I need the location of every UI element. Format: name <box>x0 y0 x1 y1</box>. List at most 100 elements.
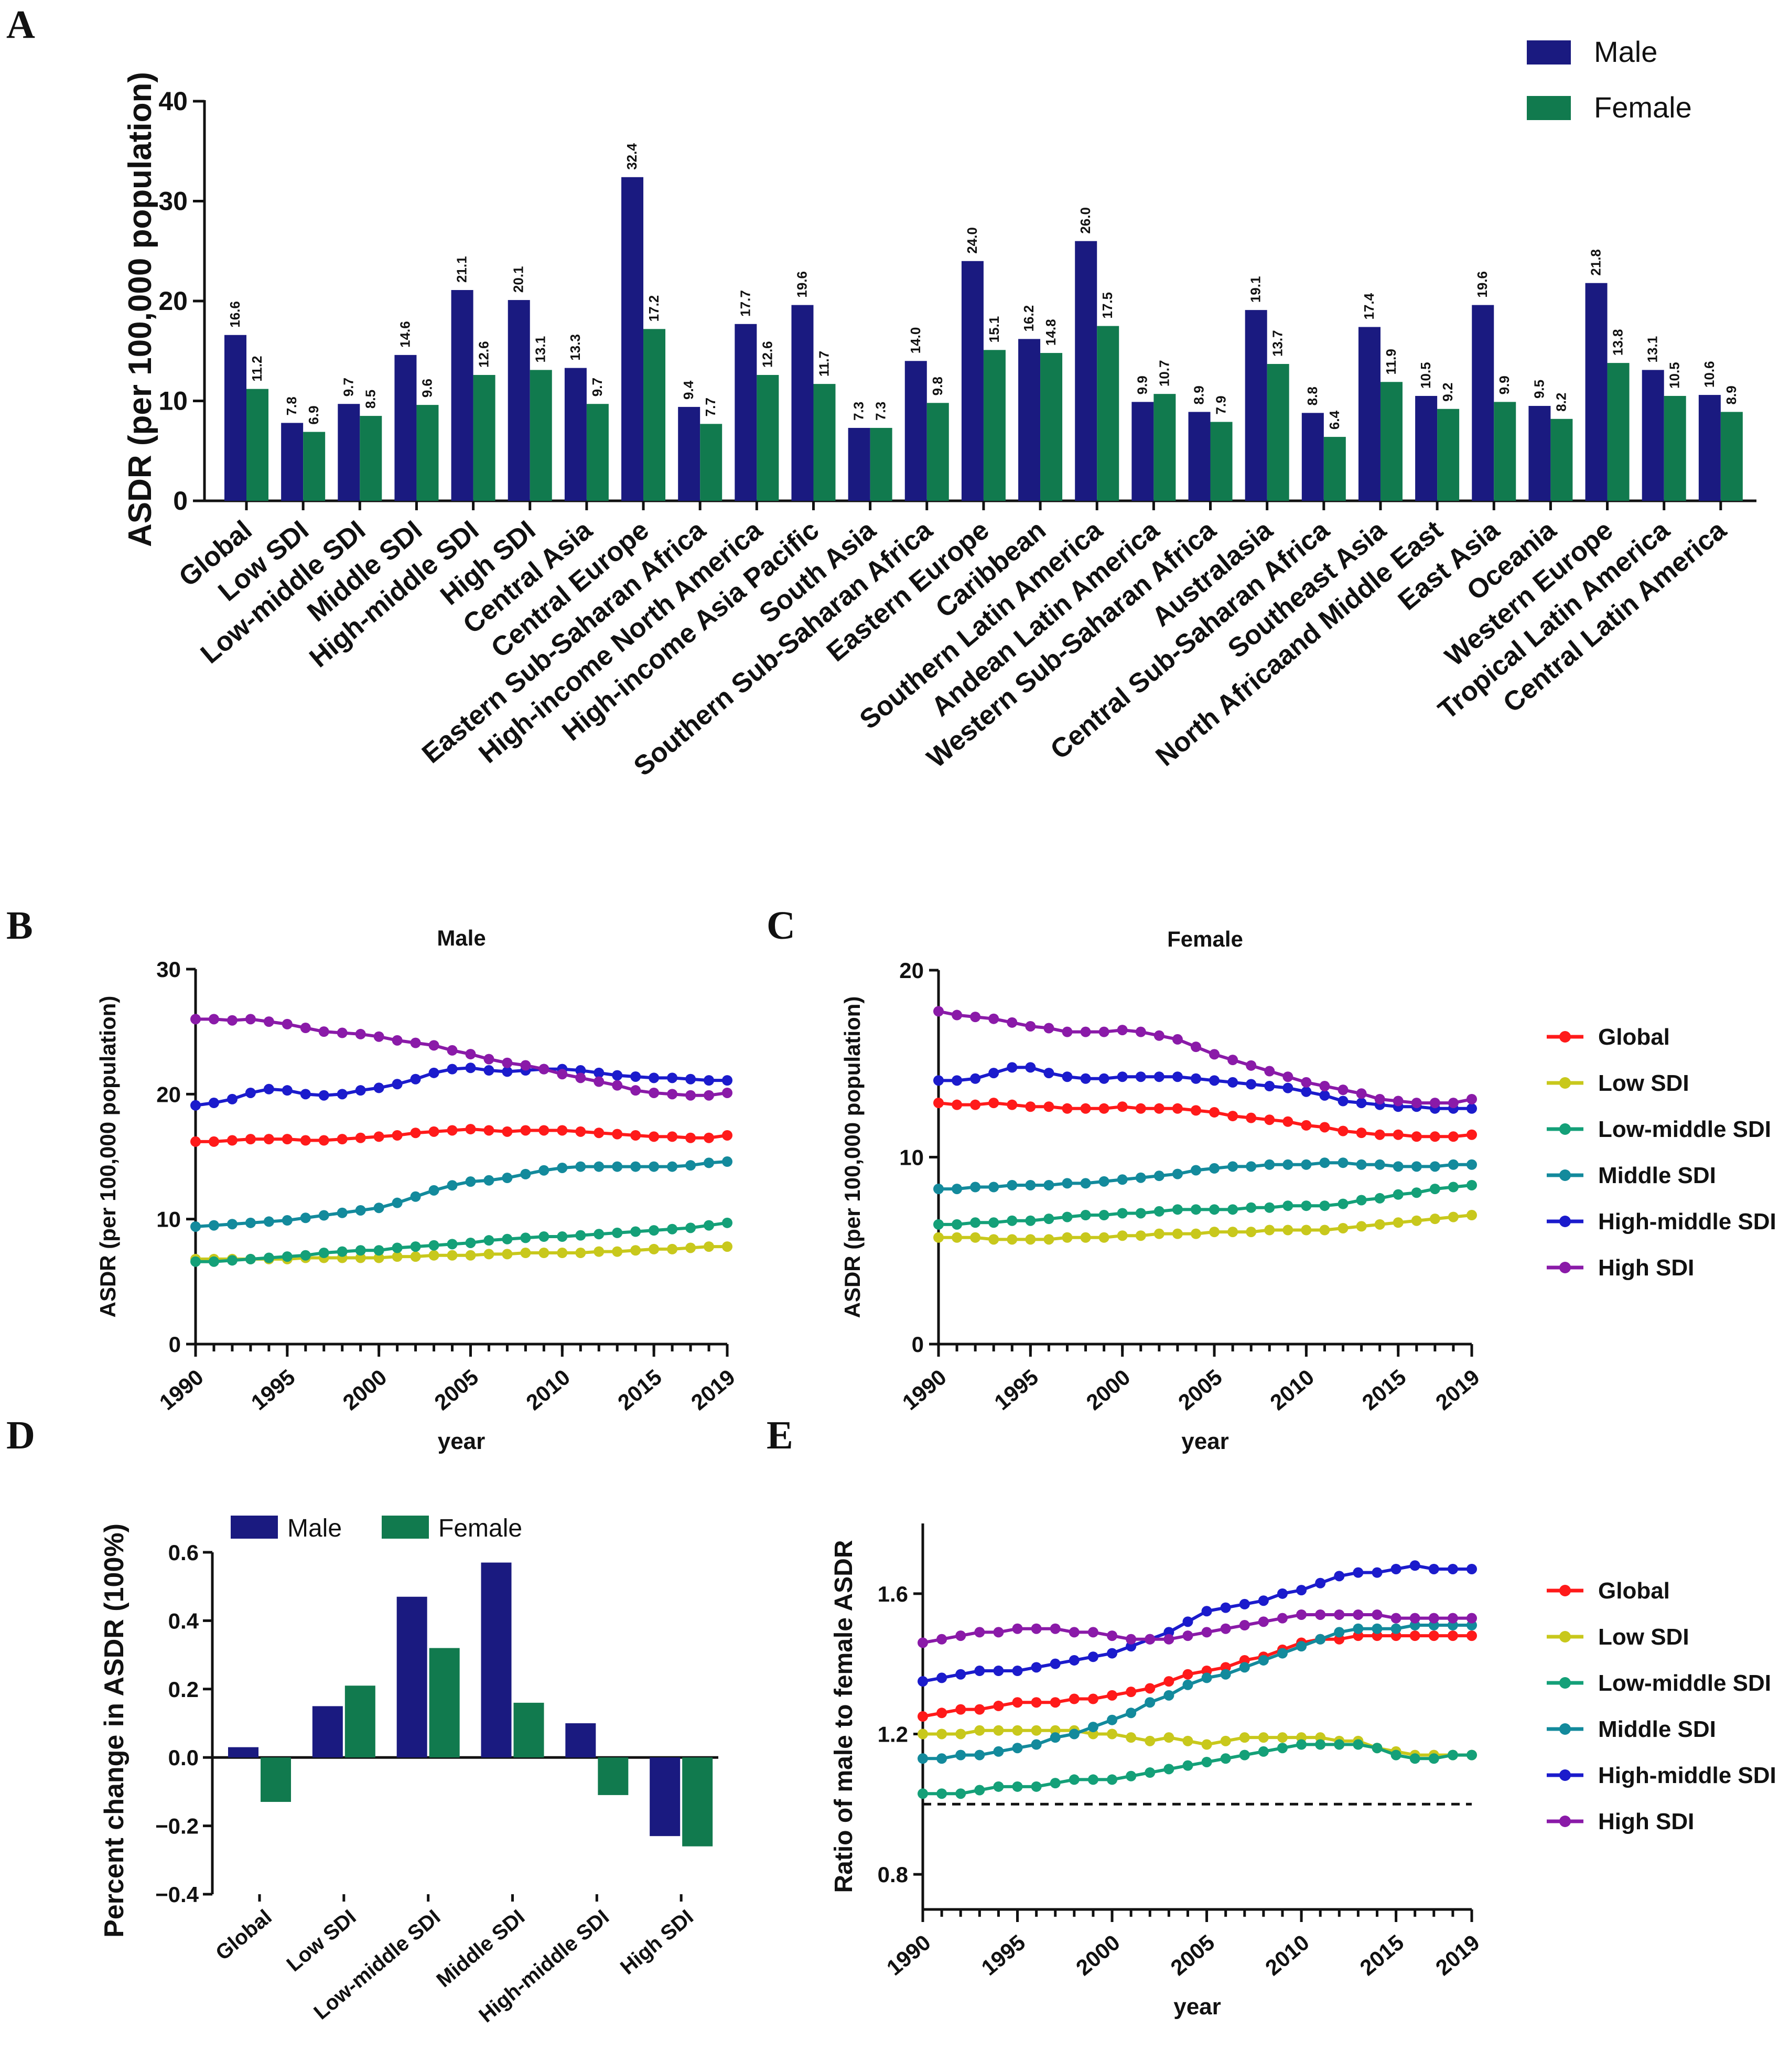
point-middle-sdi <box>1264 1159 1275 1170</box>
point-middle-sdi <box>300 1212 311 1223</box>
point-middle-sdi <box>410 1191 421 1202</box>
point-global <box>1319 1122 1330 1133</box>
legend-swatch-male <box>1527 40 1571 65</box>
point-high-sdi <box>612 1080 623 1091</box>
data-label-male-high-sdi: 20.1 <box>511 266 526 293</box>
point-high-sdi <box>483 1054 494 1065</box>
point-low-sdi <box>1172 1228 1183 1239</box>
bar-female-east-asia <box>1494 402 1516 501</box>
point-low-middle-sdi <box>1163 1764 1174 1775</box>
point-high-middle-sdi <box>1182 1616 1193 1627</box>
point-global <box>722 1130 732 1141</box>
point-low-sdi <box>993 1725 1004 1736</box>
bar-female-tropical-latin-america <box>1664 395 1686 501</box>
y-tick-label: 0.4 <box>168 1608 199 1633</box>
point-middle-sdi <box>1334 1627 1345 1638</box>
point-middle-sdi <box>955 1749 966 1760</box>
point-high-middle-sdi <box>1338 1096 1349 1107</box>
point-high-middle-sdi <box>483 1065 494 1076</box>
point-middle-sdi <box>1356 1159 1367 1170</box>
point-low-middle-sdi <box>1050 1778 1061 1789</box>
legend-label-middle-sdi: Middle SDI <box>1598 1163 1716 1188</box>
point-middle-sdi <box>1031 1739 1042 1750</box>
point-low-middle-sdi <box>1145 1767 1156 1778</box>
y-tick-label: 0 <box>169 1332 181 1357</box>
point-middle-sdi <box>1201 1672 1212 1683</box>
point-low-middle-sdi <box>1239 1749 1250 1760</box>
point-low-middle-sdi <box>447 1239 458 1250</box>
x-tick-label: 1990 <box>882 1930 935 1980</box>
point-low-middle-sdi <box>538 1231 549 1242</box>
y-tick-label: 10 <box>899 1145 924 1170</box>
point-global <box>1338 1125 1349 1136</box>
point-middle-sdi <box>1239 1662 1250 1673</box>
x-tick-label: 2015 <box>1355 1930 1409 1980</box>
bar-female-central-sub-saharan-africa <box>1323 437 1346 501</box>
point-middle-sdi <box>1227 1161 1238 1172</box>
point-global <box>575 1126 586 1137</box>
point-high-sdi <box>1145 1634 1156 1645</box>
point-high-middle-sdi <box>1012 1666 1023 1677</box>
point-low-sdi <box>1145 1735 1156 1746</box>
data-label-female-oceania: 8.2 <box>1553 393 1569 412</box>
data-label-female-eastern-europe: 15.1 <box>986 316 1002 343</box>
point-high-sdi <box>1098 1026 1109 1037</box>
bar-female-andean-latin-america <box>1153 394 1176 501</box>
point-global <box>1025 1101 1036 1112</box>
point-high-middle-sdi <box>1315 1577 1326 1588</box>
data-label-male-southern-latin-america: 26.0 <box>1077 207 1093 234</box>
point-high-sdi <box>557 1069 568 1080</box>
data-label-male-western-europe: 21.8 <box>1588 249 1604 276</box>
data-label-male-central-latin-america: 10.6 <box>1701 361 1717 388</box>
bar-female-southern-sub-saharan-africa <box>926 403 949 501</box>
point-low-middle-sdi <box>1315 1739 1326 1750</box>
point-low-middle-sdi <box>1353 1739 1364 1750</box>
data-label-male-east-asia: 19.6 <box>1474 271 1490 298</box>
point-middle-sdi <box>190 1221 201 1232</box>
y-tick-label: 1.6 <box>878 1582 908 1606</box>
point-high-middle-sdi <box>612 1070 623 1081</box>
point-high-middle-sdi <box>704 1075 715 1086</box>
legend-label-high-sdi: High SDI <box>1598 1809 1694 1834</box>
point-low-sdi <box>410 1251 421 1262</box>
data-label-male-eastern-europe: 24.0 <box>964 227 980 254</box>
point-high-sdi <box>1411 1098 1422 1109</box>
point-high-sdi <box>1466 1093 1477 1104</box>
data-label-female-australasia: 13.7 <box>1270 330 1286 357</box>
point-low-middle-sdi <box>1025 1215 1036 1226</box>
point-middle-sdi <box>936 1753 947 1764</box>
point-low-sdi <box>630 1245 641 1256</box>
point-high-middle-sdi <box>1087 1651 1098 1662</box>
point-global <box>649 1131 660 1142</box>
point-middle-sdi <box>1080 1178 1091 1189</box>
bar-female-high-middle-sdi <box>598 1757 629 1795</box>
point-high-middle-sdi <box>1025 1062 1036 1073</box>
point-low-sdi <box>483 1249 494 1260</box>
point-low-sdi <box>722 1241 732 1252</box>
data-label-male-tropical-latin-america: 13.1 <box>1645 336 1660 363</box>
point-global <box>1043 1101 1054 1112</box>
point-low-sdi <box>392 1251 403 1262</box>
point-global <box>933 1098 944 1109</box>
point-middle-sdi <box>1393 1161 1404 1172</box>
y-tick-label: 0.2 <box>168 1677 199 1702</box>
bar-male-north-africaand-middle-east <box>1415 395 1438 501</box>
point-global <box>993 1700 1004 1711</box>
point-low-middle-sdi <box>1043 1214 1054 1225</box>
data-label-male-high-middle-sdi: 21.1 <box>454 256 470 283</box>
point-middle-sdi <box>575 1161 586 1172</box>
bar-male-southern-latin-america <box>1075 241 1097 501</box>
point-high-sdi <box>1087 1627 1098 1638</box>
point-high-sdi <box>538 1064 549 1075</box>
x-tick-label: 2019 <box>1431 1930 1484 1980</box>
point-global <box>1172 1103 1183 1114</box>
point-middle-sdi <box>318 1210 329 1221</box>
data-label-female-tropical-latin-america: 10.5 <box>1667 362 1683 389</box>
point-high-middle-sdi <box>1069 1655 1080 1666</box>
x-tick-label: Global <box>211 1905 276 1965</box>
data-label-male-low-middle-sdi: 9.7 <box>340 378 356 396</box>
bar-female-low-middle-sdi <box>429 1648 460 1758</box>
point-global <box>1069 1693 1080 1704</box>
point-low-middle-sdi <box>1447 1749 1458 1760</box>
point-low-middle-sdi <box>1338 1198 1349 1209</box>
